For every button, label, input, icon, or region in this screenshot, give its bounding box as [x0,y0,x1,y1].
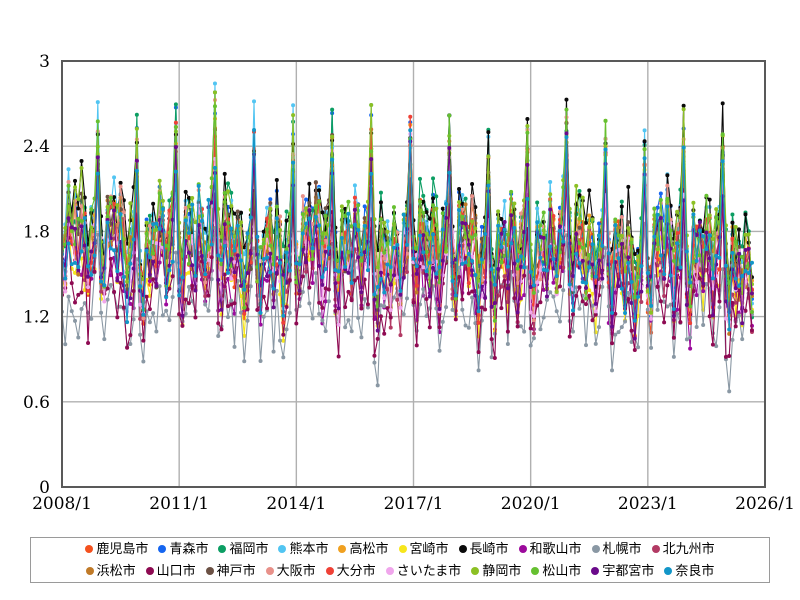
y-axis-tick-label: 1.2 [23,308,50,328]
legend-marker-icon [531,567,540,575]
legend-item-和歌山市[interactable]: 和歌山市 [518,541,582,557]
legend-marker-icon [205,567,214,575]
legend-item-熊本市[interactable]: 熊本市 [278,543,328,556]
legend-label: 和歌山市 [529,541,582,557]
legend-label: 北九州市 [662,541,715,557]
chart-legend: 鹿児島市 青森市 福岡市 熊本市 高松市 宮崎市 長崎市 和歌山市 札幌市 北九州市 浜松市 山口市… [30,537,770,583]
y-axis-tick-label: 3 [39,52,50,72]
legend-label: 熊本市 [289,541,329,557]
legend-item-浜松市[interactable]: 浜松市 [85,563,136,579]
x-axis-tick-label: 2023/1 [618,494,678,514]
legend-label: 松山市 [542,563,582,579]
legend-label: 浜松市 [96,563,136,579]
legend-marker-icon [591,545,600,553]
x-axis-tick-label: 2020/1 [501,494,561,514]
y-axis-tick-label: 2.4 [23,137,50,157]
legend-label: 宮崎市 [409,541,449,557]
x-axis-tick-label: 2014/1 [266,494,326,514]
legend-marker-icon [338,545,347,553]
legend-label: 山口市 [156,563,196,579]
legend-marker-icon [85,567,94,575]
legend-item-福岡市[interactable]: 福岡市 [218,543,268,556]
legend-item-大阪市[interactable]: 大阪市 [265,563,316,579]
legend-label: 福岡市 [229,541,269,557]
legend-marker-icon [664,567,673,575]
legend-marker-icon [265,567,274,575]
legend-item-さいたま市[interactable]: さいたま市 [385,563,462,579]
legend-marker-icon [471,567,480,575]
legend-item-大分市[interactable]: 大分市 [325,563,376,579]
legend-marker-icon [398,545,407,553]
legend-label: 鹿児島市 [96,541,149,557]
legend-label: さいたま市 [396,563,462,579]
legend-label: 宇都宮市 [602,563,655,579]
legend-marker-icon [218,545,227,553]
legend-marker-icon [325,567,334,575]
legend-label: 青森市 [169,541,209,557]
legend-item-山口市[interactable]: 山口市 [145,563,196,579]
legend-label: 長崎市 [469,541,509,557]
legend-marker-icon [651,545,660,553]
x-axis-tick-label: 2011/1 [149,494,209,514]
legend-item-宇都宮市[interactable]: 宇都宮市 [591,565,654,578]
legend-marker-icon [385,567,394,575]
legend-item-札幌市[interactable]: 札幌市 [591,541,642,557]
legend-label: 大分市 [336,563,376,579]
y-axis-tick-label: 1.8 [23,222,50,242]
line-chart: 0 0.6 1.2 1.8 2.4 3 2008/1 2011/1 2014/1 2017/1 20… [22,52,795,514]
legend-item-鹿児島市[interactable]: 鹿児島市 [85,543,148,556]
legend-item-奈良市[interactable]: 奈良市 [664,565,714,578]
legend-item-高松市[interactable]: 高松市 [338,541,389,557]
series-奈良市 [60,127,754,332]
x-axis-tick-label: 2008/1 [32,494,92,514]
legend-item-長崎市[interactable]: 長崎市 [458,541,509,557]
legend-label: 大阪市 [276,563,316,579]
legend-item-青森市[interactable]: 青森市 [158,543,208,556]
legend-marker-icon [518,545,527,553]
plot-area: 0 0.6 1.2 1.8 2.4 3 2008/1 2011/1 2014/1 2017/1 20… [22,52,795,514]
legend-marker-icon [458,545,467,553]
legend-marker-icon [591,567,600,575]
y-axis-tick-label: 0.6 [23,393,50,413]
y-axis-tick-label: 0 [39,478,50,498]
legend-label: 札幌市 [602,541,642,557]
legend-item-宮崎市[interactable]: 宮崎市 [398,541,449,557]
legend-label: 静岡市 [482,563,522,579]
legend-label: 神戸市 [216,563,256,579]
legend-label: 奈良市 [675,563,715,579]
legend-marker-icon [158,545,167,553]
legend-label: 高松市 [349,541,389,557]
x-axis-tick-label: 2017/1 [384,494,444,514]
legend-item-神戸市[interactable]: 神戸市 [205,563,256,579]
legend-marker-icon [278,545,287,553]
legend-item-静岡市[interactable]: 静岡市 [471,565,521,578]
x-axis-tick-label: 2026/1 [735,494,795,514]
legend-marker-icon [145,567,154,575]
legend-row: 鹿児島市 青森市 福岡市 熊本市 高松市 宮崎市 長崎市 和歌山市 札幌市 北九州市 [31,538,769,560]
legend-row: 浜松市 山口市 神戸市 大阪市 大分市 さいたま市 静岡市 松山市 宇都宮市 奈良市 [31,560,769,582]
legend-item-松山市[interactable]: 松山市 [531,565,581,578]
legend-marker-icon [85,545,94,553]
legend-item-北九州市[interactable]: 北九州市 [651,541,715,557]
